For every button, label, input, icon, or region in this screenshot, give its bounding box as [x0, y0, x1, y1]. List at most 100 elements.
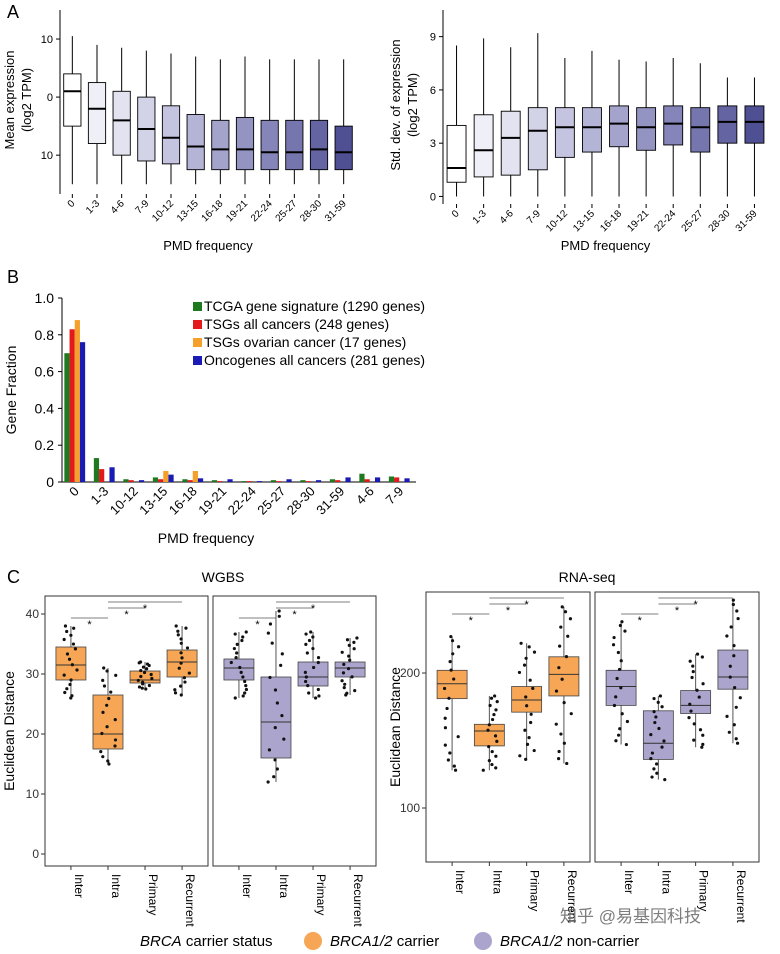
y-axis-label: Std. dev. of expression [388, 39, 403, 170]
data-point [144, 687, 148, 691]
box-28-30 [717, 77, 738, 197]
data-point [273, 688, 278, 692]
y-tick-label: 3 [430, 138, 436, 150]
data-point [304, 642, 308, 646]
data-point [239, 670, 243, 674]
data-point [303, 670, 307, 674]
data-point [316, 660, 320, 665]
box-body [554, 107, 575, 158]
x-tick-label: 13-15 [136, 484, 170, 518]
y-tick-label: 200 [400, 666, 420, 680]
data-point [275, 701, 279, 705]
data-point [725, 714, 729, 718]
data-point [692, 722, 696, 726]
bar-orange-13-15 [163, 470, 169, 482]
data-point [445, 706, 449, 711]
bar-orange-16-18 [192, 470, 198, 482]
group-noncarrier: Inter Intra Primary Recurrent * * * [212, 595, 377, 927]
data-point [139, 668, 143, 673]
box-body [548, 656, 580, 697]
data-point [653, 720, 657, 725]
data-point [624, 742, 628, 747]
data-point [238, 665, 242, 670]
data-point [304, 632, 308, 636]
data-point [562, 701, 566, 705]
y-axis-label: Euclidean Distance [387, 667, 403, 787]
data-point [185, 646, 190, 650]
data-point [524, 695, 528, 699]
y-axis-label-unit: (log2 TPM) [19, 68, 34, 132]
data-point [448, 660, 452, 664]
data-point [317, 694, 321, 698]
y-axis-label: Euclidean Distance [1, 671, 17, 791]
data-point [179, 693, 183, 697]
data-point [147, 683, 151, 688]
panel-b-chart: 0 0.2 0.4 0.6 0.8 1.0 0 1-310-1213-1516-1819-21… [3, 290, 425, 546]
x-tick-label: 10-12 [544, 208, 570, 234]
x-tick-label: 25-27 [680, 208, 706, 234]
data-point [558, 644, 562, 648]
y-tick-label: 9 [430, 32, 436, 44]
data-point [731, 598, 735, 602]
data-point [73, 647, 78, 651]
data-point [731, 602, 735, 607]
box-4-6 [112, 47, 131, 185]
data-point [487, 723, 491, 727]
box-body [235, 116, 255, 171]
data-point [649, 733, 653, 737]
box-1-3 [473, 38, 494, 197]
data-point [446, 758, 450, 762]
y-tick-label: 0.4 [35, 400, 55, 416]
data-point [449, 668, 453, 672]
x-tick-label: 7-9 [525, 208, 543, 226]
data-point [690, 675, 694, 680]
box-body [511, 686, 543, 713]
data-point [316, 656, 321, 660]
data-point [650, 775, 654, 779]
bar-red-7-9 [394, 477, 400, 482]
box-body [446, 124, 467, 183]
data-point [660, 745, 664, 749]
x-tick-label: 28-30 [707, 208, 733, 234]
significance-star: * [469, 615, 474, 627]
data-point [701, 742, 705, 746]
panel-label-a: A [7, 2, 19, 22]
bar-blue-7-9 [404, 478, 410, 482]
data-point [728, 664, 732, 668]
data-point [105, 703, 109, 707]
data-point [698, 728, 703, 732]
data-point [141, 680, 145, 684]
box-19-21 [235, 56, 255, 185]
bar-blue-28-30 [315, 480, 322, 482]
data-point [179, 637, 183, 641]
data-point [489, 696, 494, 700]
facet-frame [425, 591, 591, 863]
data-point [490, 749, 494, 754]
box-13-15 [582, 50, 602, 197]
data-point [493, 734, 498, 738]
legend-label-green: TCGA gene signature (1290 genes) [204, 298, 425, 314]
data-point [456, 735, 460, 739]
data-point [243, 691, 247, 695]
data-point [655, 762, 659, 766]
x-tick-label: 4-6 [353, 484, 377, 508]
data-point [174, 624, 178, 628]
data-point [75, 668, 79, 672]
x-tick-label: 28-30 [284, 484, 318, 518]
bar-red-13-15 [158, 479, 164, 482]
data-point [140, 686, 144, 690]
data-point [347, 654, 351, 658]
data-point [733, 686, 737, 690]
data-point [280, 652, 284, 656]
legend-title: BRCA carrier status [140, 933, 273, 950]
data-point [650, 751, 654, 755]
x-tick-label: 0 [66, 198, 78, 210]
data-point [658, 694, 663, 698]
data-point [113, 738, 118, 742]
data-point [63, 690, 67, 695]
box-body [473, 723, 505, 747]
data-point [142, 670, 147, 675]
data-point [655, 771, 659, 775]
data-point [481, 768, 485, 772]
data-point [557, 666, 561, 670]
